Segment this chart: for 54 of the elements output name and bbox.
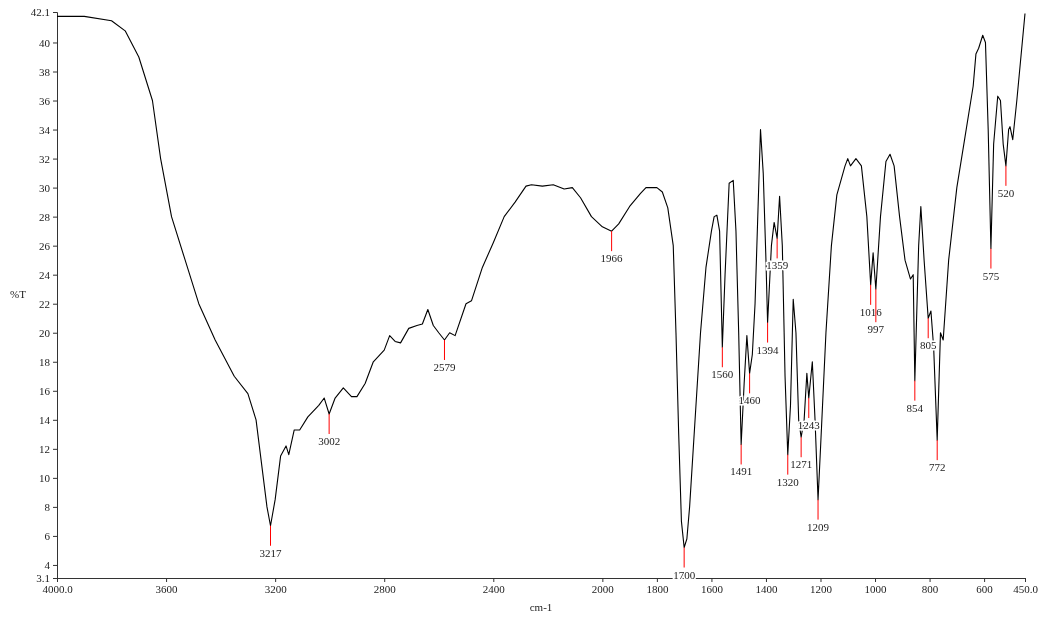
y-tick-label: 18 bbox=[39, 355, 51, 368]
x-tick-label: 2400 bbox=[482, 582, 506, 595]
annotation: 772 bbox=[928, 461, 946, 474]
x-tick-label: 2000 bbox=[591, 582, 615, 595]
y-tick-label: 16 bbox=[39, 384, 51, 397]
y-tick-label: 12 bbox=[39, 442, 50, 455]
line-series bbox=[56, 12, 1026, 549]
annotation: 3002 bbox=[318, 435, 341, 448]
x-tick-label: 2800 bbox=[373, 582, 397, 595]
y-tick-label: 32 bbox=[39, 152, 50, 165]
annotation: 1271 bbox=[790, 458, 813, 471]
annotation: 997 bbox=[867, 323, 885, 336]
y-tick-label: 24 bbox=[39, 268, 51, 281]
y-tick-label: 38 bbox=[39, 65, 51, 78]
x-tick-label: 1000 bbox=[864, 582, 888, 595]
y-tick-label: 14 bbox=[39, 413, 51, 426]
y-tick-label: 28 bbox=[39, 210, 51, 223]
y-tick-label: 30 bbox=[39, 181, 51, 194]
annotation: 1491 bbox=[730, 465, 753, 478]
annotation: 1700 bbox=[673, 568, 696, 581]
annotation: 575 bbox=[982, 269, 1000, 282]
x-tick-label: 450.0 bbox=[1013, 582, 1039, 595]
annotation: 1320 bbox=[776, 475, 800, 488]
x-tick-label: 4000.0 bbox=[42, 582, 74, 595]
y-tick-label: 8 bbox=[44, 500, 51, 513]
y-tick-label: 26 bbox=[39, 239, 51, 252]
annotation: 1560 bbox=[711, 368, 734, 381]
x-tick-label: 1200 bbox=[809, 582, 833, 595]
y-tick-label: 34 bbox=[39, 123, 51, 136]
y-tick-label: 36 bbox=[39, 94, 51, 107]
y-tick-label: 42.1 bbox=[30, 6, 50, 19]
y-tick-label: 3.1 bbox=[36, 572, 50, 585]
annotation: 2579 bbox=[433, 360, 456, 373]
x-tick-label: 3600 bbox=[155, 582, 179, 595]
y-tick-label: 10 bbox=[39, 471, 51, 484]
x-tick-label: 1400 bbox=[755, 582, 778, 595]
y-axis-title: %T bbox=[10, 287, 27, 300]
y-tick-label: 6 bbox=[44, 529, 51, 542]
annotation: 3217 bbox=[259, 546, 283, 559]
x-tick-label: 3200 bbox=[264, 582, 288, 595]
y-tick-label: 40 bbox=[39, 36, 51, 49]
annotation: 854 bbox=[906, 401, 924, 414]
y-tick-label: 20 bbox=[39, 326, 51, 339]
x-tick-label: 1800 bbox=[646, 582, 669, 595]
x-tick-label: 600 bbox=[976, 582, 994, 595]
y-tick-label: 4 bbox=[44, 558, 51, 571]
annotation: 1394 bbox=[756, 343, 780, 356]
x-tick-label: 1600 bbox=[700, 582, 724, 595]
x-tick-label: 800 bbox=[921, 582, 939, 595]
y-tick-label: 22 bbox=[39, 297, 50, 310]
x-axis-title: cm-1 bbox=[529, 601, 553, 613]
annotation: 1966 bbox=[600, 252, 624, 265]
annotation: 1209 bbox=[807, 520, 830, 533]
annotation: 520 bbox=[997, 186, 1015, 199]
